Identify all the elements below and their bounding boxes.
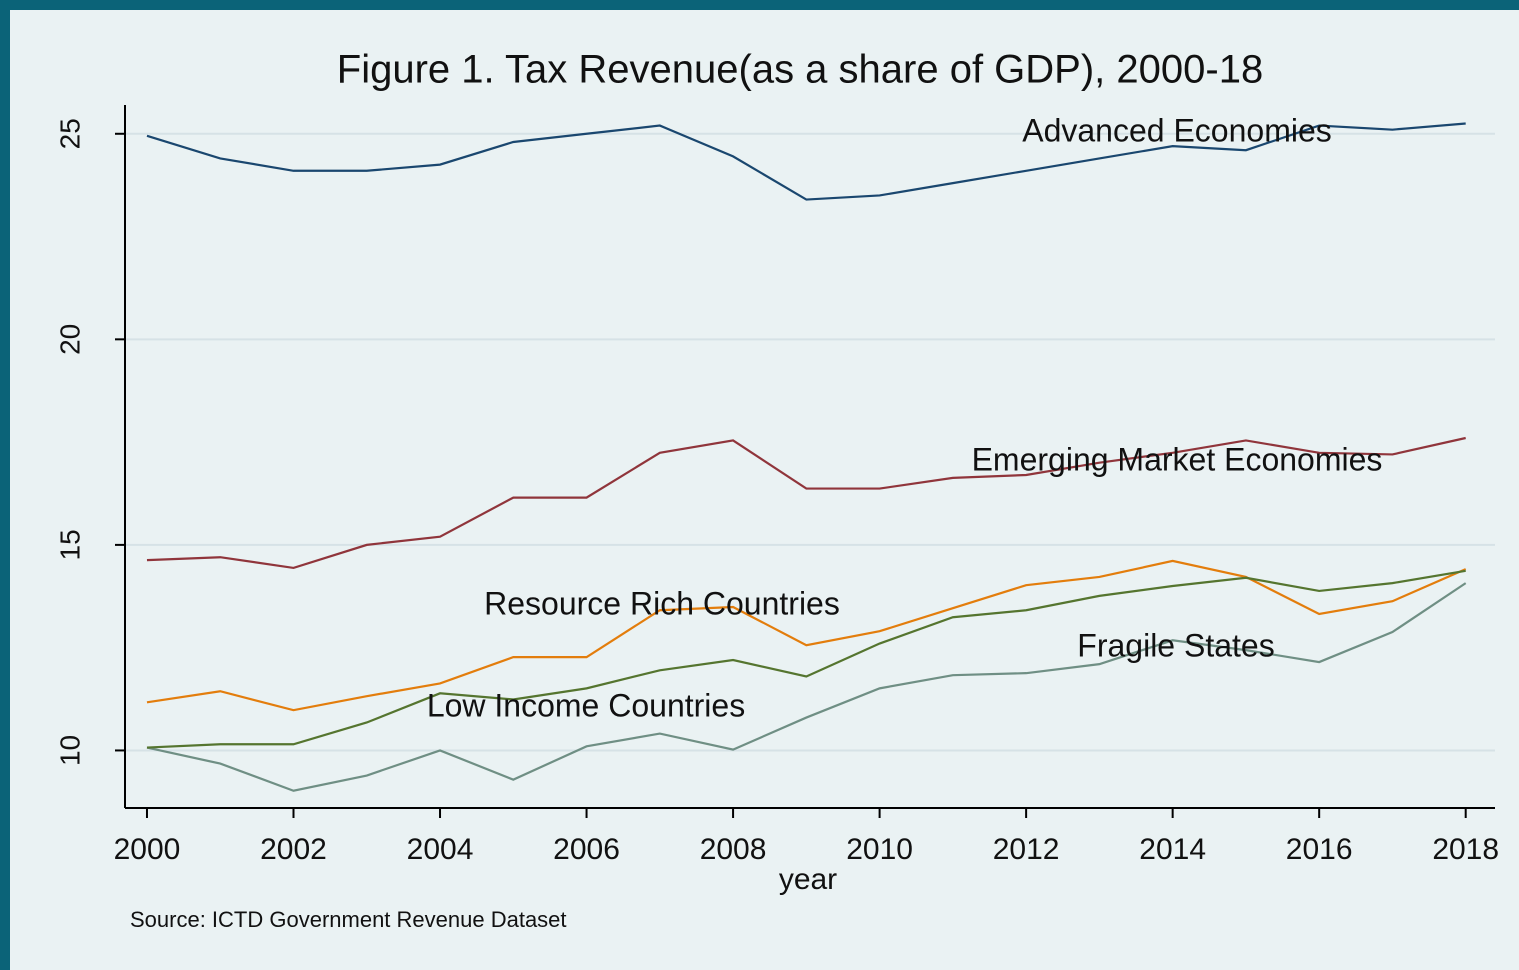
chart-title: Figure 1. Tax Revenue(as a share of GDP)… xyxy=(337,48,1263,92)
x-tick-label: 2002 xyxy=(260,833,327,866)
y-tick-label: 25 xyxy=(54,118,85,149)
series-label: Fragile States xyxy=(1077,627,1274,663)
series-line xyxy=(146,569,1466,749)
x-tick-label: 2006 xyxy=(553,833,620,866)
y-tick-label: 20 xyxy=(54,324,85,355)
x-tick-label: 2008 xyxy=(700,833,767,866)
x-tick-label: 2016 xyxy=(1286,833,1353,866)
series-label: Advanced Economies xyxy=(1022,112,1332,148)
x-tick-label: 2004 xyxy=(407,833,474,866)
series-label: Emerging Market Economies xyxy=(972,441,1383,477)
x-axis-label: year xyxy=(779,863,837,896)
y-tick-label: 15 xyxy=(54,529,85,560)
series-label: Low Income Countries xyxy=(427,687,745,723)
source-note: Source: ICTD Government Revenue Dataset xyxy=(130,907,567,932)
x-tick-label: 2010 xyxy=(846,833,913,866)
series-line xyxy=(146,582,1467,792)
y-tick-label: 10 xyxy=(54,735,85,766)
x-tick-label: 2012 xyxy=(993,833,1060,866)
series-line xyxy=(146,122,1466,201)
x-tick-label: 2014 xyxy=(1139,833,1206,866)
series-label: Resource Rich Countries xyxy=(484,585,840,621)
x-tick-label: 2000 xyxy=(114,833,181,866)
x-tick-label: 2018 xyxy=(1432,833,1499,866)
series-line xyxy=(146,436,1466,570)
background xyxy=(10,10,1519,970)
